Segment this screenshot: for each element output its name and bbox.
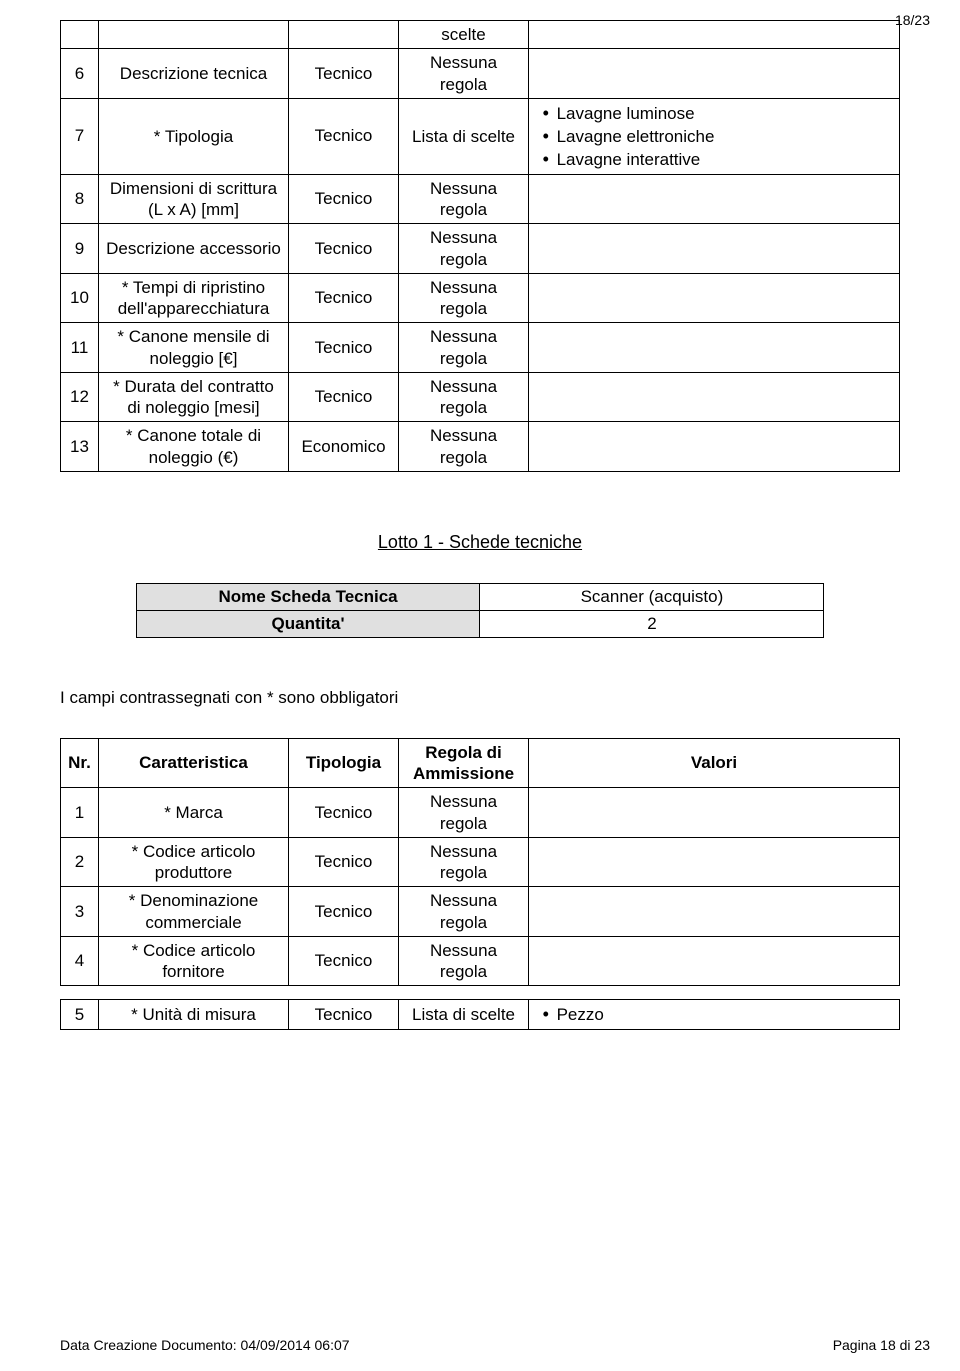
cell-tipologia: Tecnico: [289, 174, 399, 224]
cell-caratteristica: * Codice articolo produttore: [99, 837, 289, 887]
cell-regola: Nessuna regola: [399, 887, 529, 937]
cell-regola: Lista di scelte: [399, 1000, 529, 1030]
col-header-val: Valori: [529, 738, 900, 788]
cell-nr: 11: [61, 323, 99, 373]
cell-nr: 9: [61, 224, 99, 274]
cell-caratteristica: * Marca: [99, 788, 289, 838]
characteristics-table-2: Nr. Caratteristica Tipologia Regola di A…: [60, 738, 900, 1031]
col-header-car: Caratteristica: [99, 738, 289, 788]
cell-tipologia: Tecnico: [289, 273, 399, 323]
value-item: Lavagne elettroniche: [535, 125, 893, 148]
cell-regola: Nessuna regola: [399, 273, 529, 323]
cell-caratteristica: [99, 21, 289, 49]
value-item: Lavagne luminose: [535, 102, 893, 125]
cell-nr: 2: [61, 837, 99, 887]
footer-right: Pagina 18 di 23: [833, 1337, 930, 1353]
cell-caratteristica: * Tempi di ripristino dell'apparecchiatu…: [99, 273, 289, 323]
cell-regola: Nessuna regola: [399, 422, 529, 472]
cell-caratteristica: * Codice articolo fornitore: [99, 936, 289, 986]
cell-valori: [529, 887, 900, 937]
cell-nr: 10: [61, 273, 99, 323]
cell-caratteristica: * Denominazione commerciale: [99, 887, 289, 937]
cell-nr: 13: [61, 422, 99, 472]
cell-tipologia: Tecnico: [289, 224, 399, 274]
cell-nr: 7: [61, 98, 99, 174]
summary-value-name: Scanner (acquisto): [480, 583, 824, 610]
cell-regola: Nessuna regola: [399, 837, 529, 887]
cell-valori: [529, 273, 900, 323]
cell-tipologia: Tecnico: [289, 1000, 399, 1030]
col-header-tip: Tipologia: [289, 738, 399, 788]
cell-regola: Nessuna regola: [399, 372, 529, 422]
cell-tipologia: Tecnico: [289, 788, 399, 838]
cell-regola: Nessuna regola: [399, 788, 529, 838]
cell-tipologia: Tecnico: [289, 98, 399, 174]
cell-tipologia: Tecnico: [289, 837, 399, 887]
footer-left: Data Creazione Documento: 04/09/2014 06:…: [60, 1337, 350, 1353]
cell-valori: [529, 21, 900, 49]
cell-nr: 1: [61, 788, 99, 838]
cell-nr: 8: [61, 174, 99, 224]
cell-caratteristica: * Durata del contratto di noleggio [mesi…: [99, 372, 289, 422]
col-header-reg: Regola di Ammissione: [399, 738, 529, 788]
cell-caratteristica: * Tipologia: [99, 98, 289, 174]
cell-valori: [529, 788, 900, 838]
cell-tipologia: Tecnico: [289, 323, 399, 373]
cell-caratteristica: Descrizione accessorio: [99, 224, 289, 274]
cell-nr: 12: [61, 372, 99, 422]
value-item: Lavagne interattive: [535, 148, 893, 171]
cell-regola: Nessuna regola: [399, 174, 529, 224]
cell-nr: 5: [61, 1000, 99, 1030]
cell-regola: Nessuna regola: [399, 936, 529, 986]
summary-label-qty: Quantita': [136, 610, 480, 637]
col-header-nr: Nr.: [61, 738, 99, 788]
cell-valori: [529, 174, 900, 224]
cell-tipologia: Tecnico: [289, 372, 399, 422]
cell-caratteristica: * Canone mensile di noleggio [€]: [99, 323, 289, 373]
cell-regola: scelte: [399, 21, 529, 49]
cell-nr: 3: [61, 887, 99, 937]
cell-regola: Lista di scelte: [399, 98, 529, 174]
summary-value-qty: 2: [480, 610, 824, 637]
cell-tipologia: Tecnico: [289, 887, 399, 937]
cell-regola: Nessuna regola: [399, 323, 529, 373]
summary-label-name: Nome Scheda Tecnica: [136, 583, 480, 610]
cell-caratteristica: * Unità di misura: [99, 1000, 289, 1030]
cell-caratteristica: * Canone totale di noleggio (€): [99, 422, 289, 472]
cell-valori: Lavagne luminoseLavagne elettronicheLava…: [529, 98, 900, 174]
cell-valori: [529, 837, 900, 887]
cell-nr: 6: [61, 49, 99, 99]
cell-tipologia: Tecnico: [289, 936, 399, 986]
cell-valori: Pezzo: [529, 1000, 900, 1030]
section-title: Lotto 1 - Schede tecniche: [60, 532, 900, 553]
cell-regola: Nessuna regola: [399, 224, 529, 274]
summary-table: Nome Scheda Tecnica Scanner (acquisto) Q…: [136, 583, 825, 638]
cell-valori: [529, 936, 900, 986]
cell-caratteristica: Dimensioni di scrittura (L x A) [mm]: [99, 174, 289, 224]
cell-tipologia: Economico: [289, 422, 399, 472]
cell-valori: [529, 224, 900, 274]
cell-nr: 4: [61, 936, 99, 986]
cell-tipologia: [289, 21, 399, 49]
cell-regola: Nessuna regola: [399, 49, 529, 99]
cell-caratteristica: Descrizione tecnica: [99, 49, 289, 99]
cell-nr: [61, 21, 99, 49]
page-footer: Data Creazione Documento: 04/09/2014 06:…: [60, 1337, 930, 1353]
characteristics-table-1: scelte6Descrizione tecnicaTecnicoNessuna…: [60, 20, 900, 472]
cell-valori: [529, 422, 900, 472]
cell-valori: [529, 372, 900, 422]
page-number: 18/23: [895, 12, 930, 28]
mandatory-note: I campi contrassegnati con * sono obblig…: [60, 688, 900, 708]
value-item: Pezzo: [535, 1003, 893, 1026]
cell-tipologia: Tecnico: [289, 49, 399, 99]
cell-valori: [529, 323, 900, 373]
cell-valori: [529, 49, 900, 99]
